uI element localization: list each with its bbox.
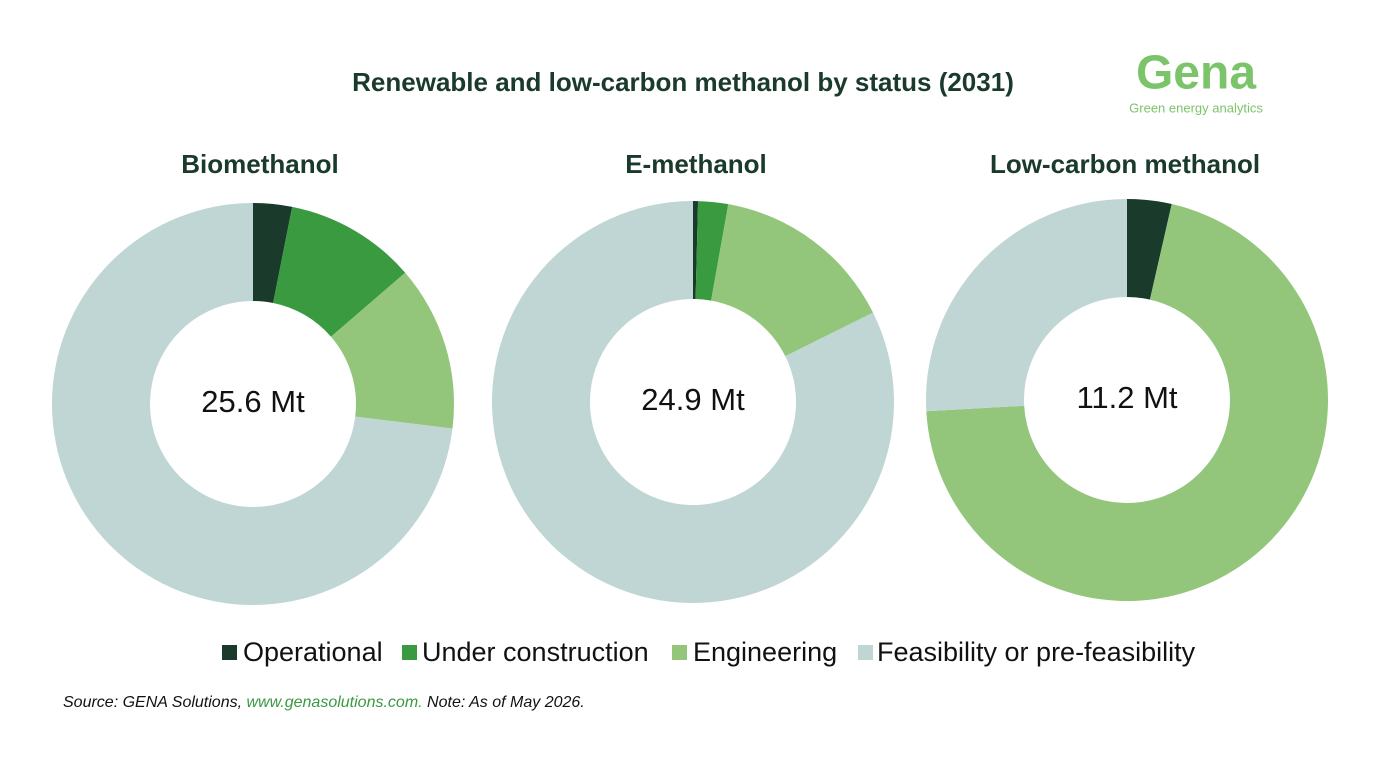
donut-segment [273,206,406,337]
donut-title: Biomethanol [181,149,338,179]
legend-label: Operational [243,637,383,667]
legend-label: Engineering [693,637,837,667]
center-label: 11.2 Mt [1076,380,1177,415]
donut-segment [711,204,874,357]
donut-segment [253,203,293,303]
source-link[interactable]: www.genasolutions.com. [247,694,423,711]
legend-swatch [672,645,687,660]
legend-swatch [858,645,873,660]
legend-label: Under construction [422,637,649,667]
donut-title: E-methanol [625,149,767,179]
donut-segment [693,201,699,300]
donut-segment [926,199,1127,412]
source: Source: GENA Solutions, [63,694,247,711]
source-note: Source: GENA Solutions, www.genasolution… [63,694,585,711]
legend-label: Feasibility or pre-feasibility [877,637,1196,667]
note: Note: As of May 2026. [423,694,585,711]
chart-title: Renewable and low-carbon methanol by sta… [352,67,1014,97]
donut-segment [330,272,454,429]
donut-segment [492,201,894,603]
donut-segment [52,203,453,605]
center-label: 25.6 Mt [201,384,305,419]
donut-segment [1127,199,1172,300]
logo-tagline: Green energy analytics [1129,100,1263,115]
donut-segment [926,204,1328,601]
donut-title: Low-carbon methanol [990,149,1260,179]
legend-swatch [222,645,237,660]
legend-swatch [402,645,417,660]
donut-segment [695,201,729,301]
center-label: 24.9 Mt [641,382,745,417]
logo: Gena [1136,47,1256,100]
